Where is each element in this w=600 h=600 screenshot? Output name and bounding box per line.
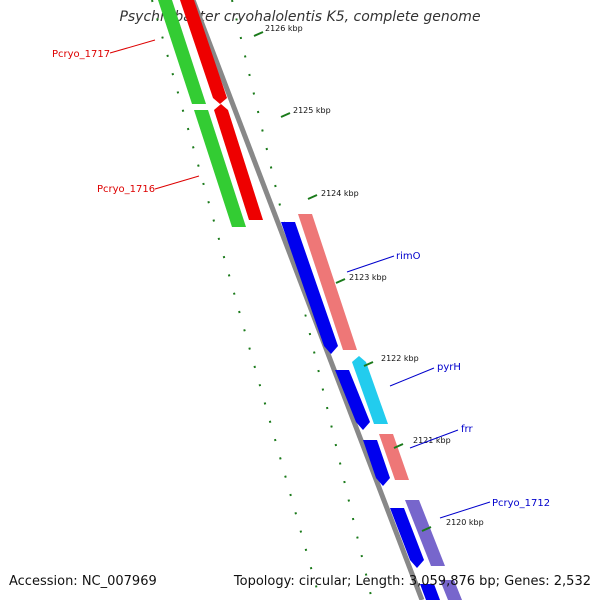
leader-line-rimo bbox=[346, 255, 395, 273]
gene-pcryo-1712-cds bbox=[390, 508, 424, 568]
gene-pcryo-1716-gene bbox=[214, 104, 263, 220]
tick-mark bbox=[363, 361, 374, 367]
leader-line-pcryo-1712 bbox=[439, 501, 491, 519]
label-pcryo-1717: Pcryo_1717 bbox=[52, 49, 110, 60]
tick-mark bbox=[393, 443, 404, 449]
gene-rimo-cds bbox=[281, 222, 338, 354]
gene-pyrh-gene bbox=[352, 356, 388, 424]
label-pyrh: pyrH bbox=[437, 362, 461, 373]
accession-text: Accession: NC_007969 bbox=[9, 574, 157, 589]
genome-summary-text: Topology: circular; Length: 3,059,876 bp… bbox=[233, 574, 591, 589]
tick-mark bbox=[335, 278, 346, 284]
gene-frr bbox=[363, 434, 409, 486]
tick-label: 2123 kbp bbox=[349, 273, 387, 282]
leader-line-pcryo-1717 bbox=[109, 39, 156, 54]
tick-label: 2122 kbp bbox=[381, 354, 419, 363]
gene-pcryo-1712 bbox=[390, 500, 445, 568]
gene-pcryo-1712-gene bbox=[405, 500, 445, 566]
label-frr: frr bbox=[461, 424, 473, 435]
tick-label: 2121 kbp bbox=[413, 436, 451, 445]
gene-frr-cds bbox=[363, 440, 390, 486]
tick-label: 2126 kbp bbox=[265, 24, 303, 33]
tick-mark bbox=[253, 31, 264, 37]
gene-rimo bbox=[281, 214, 357, 354]
scale-dotted-line-inner bbox=[151, 0, 321, 600]
gene-partial-bottom-gene bbox=[440, 580, 462, 600]
gene-labels: Pcryo_1717 Pcryo_1716 rimO pyrH frr Pcry… bbox=[52, 39, 550, 519]
gene-pcryo-1717-gene bbox=[180, 0, 227, 104]
leader-line-frr bbox=[409, 429, 459, 449]
gene-pcryo-1717-cds bbox=[158, 0, 206, 104]
tick-label: 2120 kbp bbox=[446, 518, 484, 527]
gene-rimo-gene bbox=[298, 214, 357, 350]
gene-pcryo-1717 bbox=[158, 0, 227, 104]
tick-mark bbox=[280, 112, 291, 118]
label-pcryo-1716: Pcryo_1716 bbox=[97, 184, 155, 195]
label-rimo: rimO bbox=[396, 251, 421, 262]
gene-partial-bottom-cds bbox=[420, 584, 440, 600]
gene-pcryo-1716 bbox=[194, 104, 263, 227]
leader-line-pyrh bbox=[389, 367, 435, 387]
scale-ticks: 2126 kbp 2125 kbp 2124 kbp 2123 kbp 2122… bbox=[253, 24, 484, 532]
gene-pyrh bbox=[335, 356, 388, 430]
tick-mark bbox=[421, 526, 432, 532]
gene-pcryo-1716-cds bbox=[194, 110, 246, 227]
genome-backbone-core bbox=[190, 0, 425, 600]
genome-title: Psychrobacter cryohalolentis K5, complet… bbox=[119, 9, 481, 25]
tick-label: 2124 kbp bbox=[321, 189, 359, 198]
gene-pyrh-cds bbox=[335, 370, 370, 430]
gene-frr-gene bbox=[379, 434, 409, 480]
tick-mark bbox=[307, 194, 318, 200]
scale-dotted-line-outer bbox=[231, 0, 373, 600]
tick-label: 2125 kbp bbox=[293, 106, 331, 115]
leader-line-pcryo-1716 bbox=[154, 175, 200, 190]
label-pcryo-1712: Pcryo_1712 bbox=[492, 498, 550, 509]
